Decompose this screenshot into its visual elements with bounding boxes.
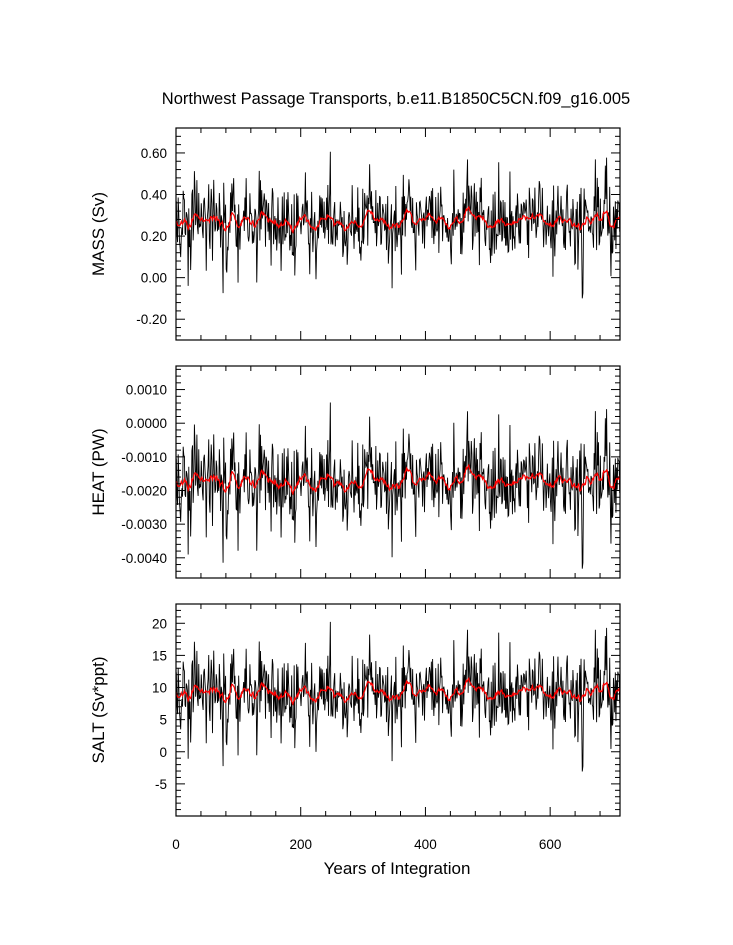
annual-series-line xyxy=(175,621,621,772)
smoothed-series-line xyxy=(175,676,621,706)
y-tick-label: -5 xyxy=(155,777,167,792)
y-tick-label: 0.20 xyxy=(141,229,167,244)
plot-frame xyxy=(175,127,621,341)
annual-series-line xyxy=(175,151,621,299)
plot-frame xyxy=(175,603,621,817)
y-tick-label: 15 xyxy=(152,648,167,663)
y-tick-label: 0 xyxy=(159,745,167,760)
x-tick-label: 600 xyxy=(539,837,562,852)
y-axis-title: MASS (Sv) xyxy=(89,192,108,276)
y-tick-label: 0.0000 xyxy=(126,416,167,431)
y-tick-label: 0.40 xyxy=(141,188,167,203)
y-tick-label: -0.0020 xyxy=(121,484,167,499)
panel-3: 20 15 10 5 0 -5 SALT (Sv*ppt) xyxy=(89,603,621,817)
x-tick-label: 400 xyxy=(414,837,437,852)
y-tick-label: -0.0030 xyxy=(121,517,167,532)
y-tick-label: 20 xyxy=(152,616,167,631)
x-tick-label: 0 xyxy=(172,837,180,852)
y-tick-label: 0.00 xyxy=(141,271,167,286)
y-tick-label: 5 xyxy=(159,713,167,728)
y-axis-title: HEAT (PW) xyxy=(89,428,108,515)
smoothed-series-line xyxy=(175,463,621,496)
annual-series-line xyxy=(175,402,621,569)
x-axis-title: Years of Integration xyxy=(324,859,471,878)
y-tick-label: 0.60 xyxy=(141,146,167,161)
y-tick-label: -0.20 xyxy=(136,312,167,327)
smoothed-series-line xyxy=(175,205,621,234)
x-tick-label: 200 xyxy=(289,837,312,852)
y-axis-title: SALT (Sv*ppt) xyxy=(89,656,108,763)
chart-title: Northwest Passage Transports, b.e11.B185… xyxy=(162,90,630,108)
y-tick-label: 10 xyxy=(152,681,167,696)
plot-frame xyxy=(175,365,621,579)
y-tick-label: -0.0010 xyxy=(121,450,167,465)
panel-1: 0.60 0.40 0.20 0.00 -0.20 MASS (Sv) xyxy=(89,127,621,341)
panel-2: 0.0010 0.0000 -0.0010 -0.0020 -0.0030 -0.0040… xyxy=(89,365,621,579)
y-tick-label: -0.0040 xyxy=(121,551,167,566)
y-tick-label: 0.0010 xyxy=(126,383,167,398)
